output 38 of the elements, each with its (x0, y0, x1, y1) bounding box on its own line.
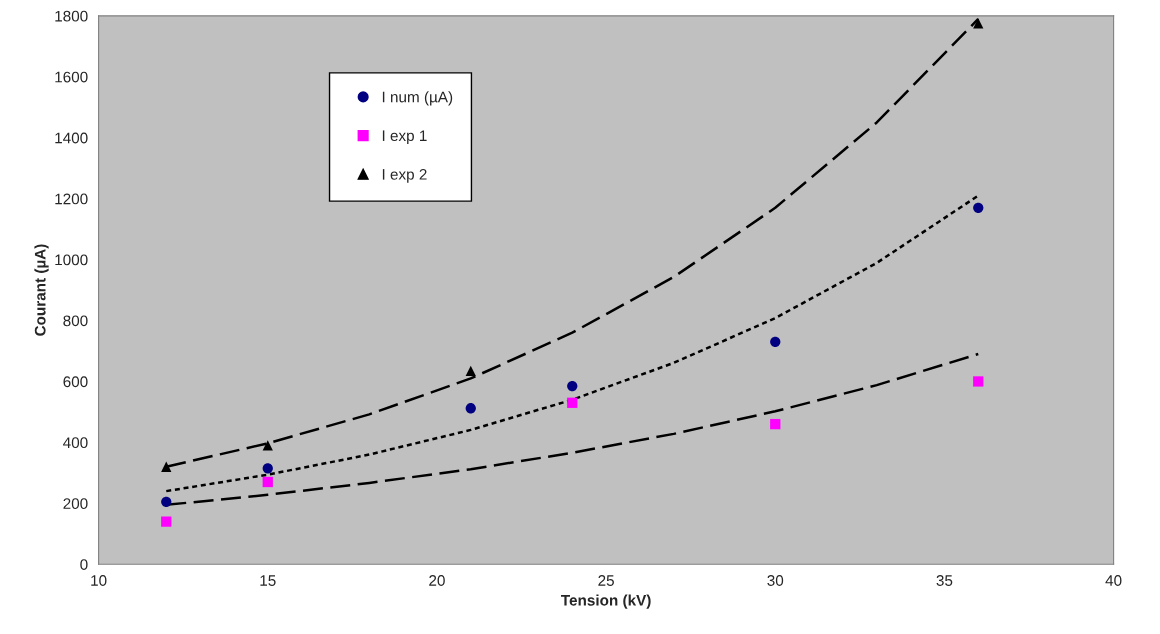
point (770, 336, 781, 347)
y-tick-label: 1000 (55, 254, 88, 266)
legend-label: I num (µA) (382, 91, 453, 106)
x-tick-label: 25 (598, 575, 614, 586)
y-axis-title: Courant (µA) (34, 244, 49, 336)
x-tick-label: 15 (260, 575, 276, 586)
y-tick-label: 1600 (55, 71, 88, 83)
point (973, 18, 984, 29)
legend-label: I exp 2 (382, 168, 427, 183)
x-tick-label: 30 (767, 575, 784, 586)
point (161, 461, 172, 472)
point (567, 380, 578, 392)
y-tick-label: 400 (63, 437, 88, 449)
point (262, 463, 273, 474)
point (567, 397, 578, 408)
y-tick-label: 1400 (55, 132, 88, 144)
y-tick-label: 1800 (55, 10, 88, 22)
x-tick-label: 35 (936, 575, 953, 586)
legend-label: I exp 1 (382, 130, 427, 145)
x-tick-label: 40 (1105, 575, 1122, 586)
line-series (165, 194, 980, 493)
y-tick-label: 200 (63, 498, 88, 510)
point (262, 476, 273, 488)
point (161, 516, 172, 527)
y-tick-label: 1200 (55, 193, 88, 205)
x-tick-label: 20 (429, 575, 445, 586)
point (465, 365, 476, 376)
x-axis-title: Tension (kV) (561, 594, 651, 609)
point (465, 403, 476, 414)
point (161, 496, 172, 507)
y-tick-label: 0 (80, 559, 88, 570)
point (262, 440, 273, 451)
y-tick-label: 600 (63, 376, 88, 388)
y-tick-label: 800 (63, 315, 88, 327)
point (973, 202, 984, 213)
point (973, 376, 984, 387)
x-tick-label: 10 (91, 575, 107, 586)
point (770, 418, 781, 430)
